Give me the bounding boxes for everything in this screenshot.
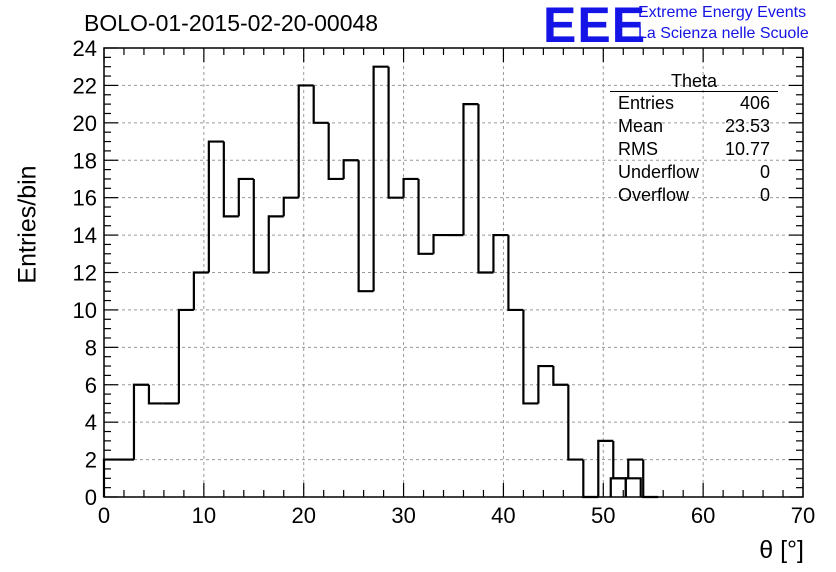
histogram-bin	[642, 459, 659, 499]
histogram-bin	[132, 383, 149, 460]
histogram-bin	[357, 160, 374, 293]
histogram-bin	[297, 84, 314, 198]
stats-row: Underflow 0	[610, 161, 778, 184]
histogram-bin	[222, 141, 239, 218]
histogram-bin	[432, 233, 449, 254]
stats-row: RMS 10.77	[610, 138, 778, 161]
stats-row: Entries 406	[610, 92, 778, 115]
stats-label: Entries	[618, 93, 675, 113]
y-tick-label: 4	[85, 410, 97, 435]
histogram-bin	[372, 65, 389, 292]
stats-box: Theta Entries 406 Mean 23.53 RMS 10.77 Underfl…	[610, 72, 778, 207]
stats-value: 0	[759, 185, 770, 205]
histogram-bin	[327, 122, 344, 181]
histogram-bin	[282, 196, 299, 217]
histogram-bin	[207, 140, 224, 273]
histogram-bin	[552, 366, 569, 386]
histogram-bin	[522, 309, 539, 405]
histogram-bin	[582, 459, 599, 499]
histogram-bin	[624, 477, 642, 497]
stats-label: Underflow	[618, 162, 700, 182]
histogram-bin	[312, 85, 329, 124]
histogram-bin	[417, 178, 434, 255]
x-tick-label: 10	[192, 503, 216, 528]
chart-title: BOLO-01-2015-02-20-00048	[84, 10, 379, 36]
histogram-bin	[492, 233, 509, 273]
stats-label: RMS	[618, 139, 658, 159]
x-tick-label: 0	[98, 503, 110, 528]
x-tick-label: 70	[791, 503, 815, 528]
y-tick-label: 12	[73, 261, 97, 286]
stats-value: 23.53	[724, 116, 770, 136]
y-tick-label: 2	[85, 448, 97, 473]
histogram-bin	[267, 215, 284, 273]
x-tick-label: 30	[391, 503, 415, 528]
y-tick-label: 0	[85, 485, 97, 510]
histogram-bin	[477, 104, 494, 274]
y-tick-label: 6	[85, 373, 97, 398]
histogram-bin	[462, 103, 479, 236]
y-tick-label: 10	[73, 298, 97, 323]
stats-value: 406	[739, 93, 770, 113]
stats-title: Theta	[610, 72, 778, 92]
histogram-bin	[147, 384, 164, 405]
y-tick-label: 16	[73, 186, 97, 211]
x-axis-label: θ [°]	[759, 536, 804, 564]
x-tick-label: 60	[691, 503, 715, 528]
y-tick-label: 24	[73, 36, 97, 61]
x-tick-label: 20	[291, 503, 315, 528]
stats-value: 10.77	[724, 139, 770, 159]
stats-row: Mean 23.53	[610, 115, 778, 138]
y-tick-label: 8	[85, 335, 97, 360]
histogram-bin	[627, 458, 644, 479]
histogram-bin	[402, 177, 419, 198]
histogram-bin	[237, 177, 254, 217]
x-tick-label: 40	[491, 503, 515, 528]
stats-label: Overflow	[618, 185, 690, 205]
y-tick-label: 20	[73, 111, 97, 136]
histogram-bin	[387, 66, 404, 199]
histogram-bin	[252, 178, 269, 274]
eee-logo: EEE	[543, 0, 647, 53]
y-tick-label: 18	[73, 148, 97, 173]
histogram-bin	[597, 439, 614, 497]
histogram-bin	[342, 159, 359, 179]
histogram-bin	[537, 364, 554, 404]
stats-value: 0	[759, 162, 770, 182]
logo-line-1: Extreme Energy Events	[638, 4, 807, 21]
histogram-bin	[567, 384, 584, 461]
x-tick-label: 50	[591, 503, 615, 528]
histogram-bin	[177, 308, 194, 404]
logo-line-2: La Scienza nelle Scuole	[638, 25, 809, 42]
y-tick-label: 22	[73, 73, 97, 98]
stats-row: Overflow 0	[610, 184, 778, 207]
stats-label: Mean	[618, 116, 664, 136]
histogram-bin	[507, 235, 524, 312]
histogram-bin	[192, 271, 209, 310]
y-tick-label: 14	[73, 223, 97, 248]
